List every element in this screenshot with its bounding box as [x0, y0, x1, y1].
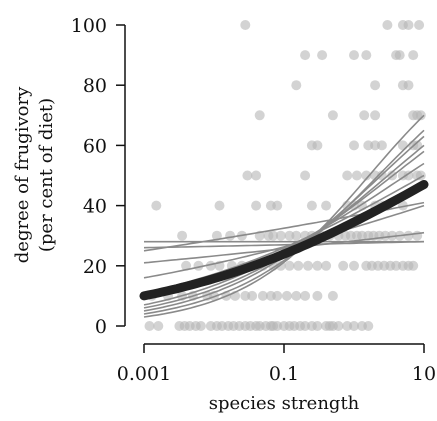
data-point: [211, 230, 222, 241]
individual-fit-line: [143, 129, 425, 315]
data-point: [240, 20, 251, 30]
data-point: [397, 200, 408, 211]
y-axis-label-line1: degree of frugivory: [12, 86, 33, 263]
data-point: [359, 110, 370, 121]
data-point: [327, 110, 338, 121]
individual-fit-line: [143, 240, 425, 249]
data-point: [272, 290, 283, 301]
y-ticks: 0 20 40 60 80 100: [71, 15, 125, 338]
data-point: [312, 140, 323, 151]
data-point: [225, 230, 236, 241]
data-point: [394, 50, 405, 61]
data-point: [408, 260, 419, 271]
x-ticks: 0.001 0.1 10: [117, 344, 436, 385]
data-point: [181, 260, 192, 271]
data-point: [303, 260, 313, 271]
y-tick-label: 0: [95, 316, 107, 338]
data-point: [351, 170, 362, 181]
data-point: [251, 170, 262, 181]
data-point: [403, 230, 414, 241]
y-tick-label: 100: [71, 15, 107, 37]
data-point: [153, 321, 164, 331]
data-point: [242, 170, 253, 181]
data-point: [403, 80, 414, 91]
data-point: [349, 50, 359, 61]
data-point: [268, 230, 279, 241]
data-point: [361, 50, 372, 61]
data-point: [342, 170, 353, 181]
data-point: [195, 321, 206, 331]
data-point: [333, 321, 344, 331]
data-point: [349, 140, 359, 151]
data-point: [293, 260, 304, 271]
data-point: [414, 20, 425, 30]
data-point: [376, 140, 387, 151]
data-point: [349, 260, 359, 271]
data-point: [306, 200, 317, 211]
y-tick-label: 20: [83, 256, 107, 278]
data-point: [363, 321, 374, 331]
data-point: [151, 200, 162, 211]
data-point: [254, 110, 265, 121]
data-point: [257, 290, 268, 301]
data-point: [281, 290, 292, 301]
data-point: [312, 260, 323, 271]
data-point: [412, 230, 423, 241]
data-point: [403, 170, 414, 181]
data-point: [349, 321, 359, 331]
data-point: [214, 200, 225, 211]
data-point: [291, 230, 302, 241]
data-point: [272, 200, 283, 211]
y-tick-label: 40: [83, 196, 107, 218]
data-point: [327, 290, 338, 301]
overall-fit-line: [139, 180, 429, 301]
overall-fit-curve: [139, 180, 429, 301]
data-point: [284, 260, 295, 271]
x-tick-label: 0.1: [269, 363, 299, 385]
data-point: [321, 200, 332, 211]
data-point: [144, 321, 155, 331]
data-point: [291, 80, 302, 91]
y-tick-label: 80: [83, 75, 107, 97]
data-point: [251, 200, 262, 211]
data-point: [382, 20, 393, 30]
data-point: [291, 290, 302, 301]
data-point: [370, 80, 381, 91]
x-tick-label: 0.001: [117, 363, 171, 385]
y-tick-label: 60: [83, 135, 107, 157]
data-point: [317, 50, 328, 61]
data-point: [403, 20, 414, 30]
data-point: [361, 170, 372, 181]
x-tick-label: 10: [412, 363, 436, 385]
data-point: [300, 290, 311, 301]
data-point: [247, 290, 258, 301]
x-axis-label: species strength: [209, 393, 360, 414]
data-point: [275, 230, 286, 241]
y-axis-label-line2: (per cent of diet): [36, 98, 57, 252]
data-point: [177, 230, 188, 241]
data-point: [370, 110, 381, 121]
data-point: [300, 50, 311, 61]
data-point: [415, 110, 426, 121]
individual-fit-line: [143, 114, 425, 318]
data-point: [300, 170, 311, 181]
data-point: [312, 290, 323, 301]
data-point: [312, 321, 323, 331]
data-point: [338, 260, 349, 271]
data-point: [408, 50, 419, 61]
data-point: [321, 260, 332, 271]
